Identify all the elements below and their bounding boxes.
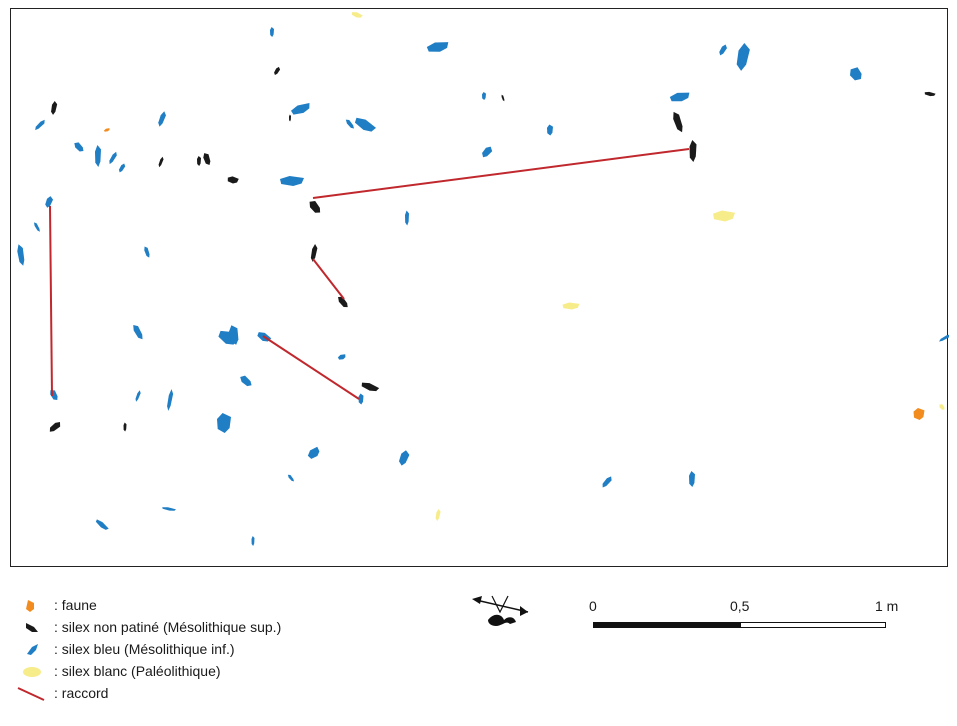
blue-flint xyxy=(337,354,346,360)
scale-tick-1m: 1 m xyxy=(875,598,899,614)
blue-flint xyxy=(228,325,239,345)
blue-flint xyxy=(217,413,231,433)
legend: : faune : silex non patiné (Mésolithique… xyxy=(14,594,281,704)
white-flint xyxy=(939,404,945,410)
black-flint xyxy=(924,91,936,97)
blue-flint xyxy=(45,196,54,208)
black-flint xyxy=(310,244,318,262)
white-flint xyxy=(713,210,735,222)
black-flint xyxy=(361,382,380,392)
legend-label-silex-non-patine: : silex non patiné (Mésolithique sup.) xyxy=(54,619,282,635)
blue-flint xyxy=(482,146,493,158)
blue-flint xyxy=(405,210,409,226)
blue-flint-icon xyxy=(27,644,38,655)
blue-flint xyxy=(398,450,410,466)
scale-bar: 0 0,5 1 m xyxy=(585,598,905,638)
blue-flint xyxy=(135,390,141,402)
compass xyxy=(470,592,534,637)
legend-item-raccord: : raccord xyxy=(14,682,281,704)
raccord-line xyxy=(312,148,690,199)
blue-flint xyxy=(270,27,274,37)
black-flint xyxy=(49,422,61,432)
blue-flint xyxy=(307,446,320,459)
faune-item xyxy=(103,128,110,132)
blue-flint xyxy=(251,536,255,546)
black-flint xyxy=(227,176,239,184)
raccord-line xyxy=(262,335,360,400)
blue-flint xyxy=(133,324,143,340)
blue-flint xyxy=(287,474,295,482)
black-flint xyxy=(689,140,697,162)
blue-flint xyxy=(939,334,949,342)
scale-segment-white xyxy=(740,622,886,628)
orange-blob-icon xyxy=(26,600,34,612)
black-flint xyxy=(203,153,211,166)
blue-flint xyxy=(95,519,109,530)
blue-flint xyxy=(109,151,117,165)
white-flint xyxy=(351,12,363,18)
legend-label-silex-blanc: : silex blanc (Paléolithique) xyxy=(54,663,221,679)
blue-flint xyxy=(144,246,150,258)
black-flint xyxy=(309,200,321,213)
blue-flint xyxy=(74,142,84,152)
scale-tick-0: 0 xyxy=(589,598,597,614)
blue-flint xyxy=(547,124,553,136)
red-line-icon xyxy=(17,687,45,701)
blue-flint xyxy=(669,92,690,102)
faune-item xyxy=(913,408,925,420)
blue-flint xyxy=(345,119,355,129)
legend-item-faune: : faune xyxy=(14,594,281,616)
black-flint xyxy=(289,114,291,122)
legend-item-silex-bleu: : silex bleu (Mésolithique inf.) xyxy=(14,638,281,660)
black-flint xyxy=(338,296,348,308)
legend-item-silex-non-patine: : silex non patiné (Mésolithique sup.) xyxy=(14,616,281,638)
legend-label-silex-bleu: : silex bleu (Mésolithique inf.) xyxy=(54,641,235,657)
blue-flint xyxy=(689,471,695,487)
black-flint xyxy=(158,156,164,168)
blue-flint xyxy=(162,507,177,511)
scale-segment-black xyxy=(593,622,740,628)
blue-flint xyxy=(33,222,40,232)
blue-flint xyxy=(280,176,304,186)
blue-flint xyxy=(35,119,45,131)
plan-map-canvas xyxy=(17,12,949,546)
black-flint xyxy=(197,156,201,166)
blue-flint xyxy=(354,117,377,132)
blue-flint xyxy=(719,44,727,56)
blue-flint xyxy=(736,43,750,71)
black-flint xyxy=(274,66,281,75)
blue-flint xyxy=(95,145,101,167)
scale-tick-half: 0,5 xyxy=(730,598,750,614)
blue-flint xyxy=(290,103,310,115)
yellow-flint-icon xyxy=(23,667,41,677)
legend-label-faune: : faune xyxy=(54,597,97,613)
blue-flint xyxy=(158,111,166,127)
blue-flint xyxy=(358,393,364,405)
blue-flint xyxy=(17,244,25,266)
blue-flint xyxy=(426,42,449,52)
black-flint xyxy=(501,94,505,102)
white-flint xyxy=(562,302,580,310)
raccord-line xyxy=(49,205,53,397)
black-flint xyxy=(51,101,58,115)
blue-flint xyxy=(602,476,612,488)
blue-flint xyxy=(240,375,252,387)
north-arrow-icon xyxy=(472,595,529,626)
blue-flint xyxy=(118,163,126,173)
black-flint xyxy=(123,422,127,432)
blue-flint xyxy=(482,92,486,100)
blue-flint xyxy=(50,390,58,401)
blue-flint xyxy=(167,389,174,411)
blue-flint xyxy=(849,67,862,81)
legend-item-silex-blanc: : silex blanc (Paléolithique) xyxy=(14,660,281,682)
black-flint-icon xyxy=(26,623,38,632)
black-flint xyxy=(673,111,683,133)
white-flint xyxy=(435,509,441,521)
raccord-line xyxy=(312,258,345,300)
legend-label-raccord: : raccord xyxy=(54,685,109,701)
plan-map xyxy=(10,8,949,567)
